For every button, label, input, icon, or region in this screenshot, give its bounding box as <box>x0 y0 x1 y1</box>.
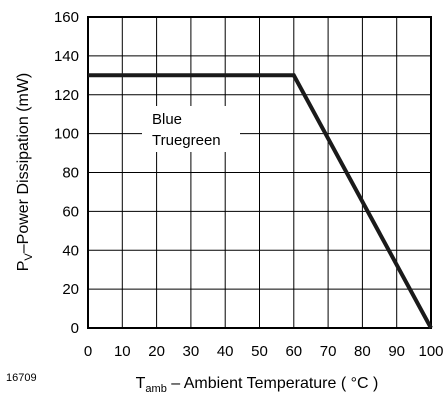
plot-frame <box>87 16 432 329</box>
x-tick-label: 0 <box>84 343 92 360</box>
x-tick-label: 70 <box>320 343 337 360</box>
x-tick-label: 10 <box>114 343 131 360</box>
figure-id: 16709 <box>6 372 37 384</box>
x-tick-label: 60 <box>285 343 302 360</box>
y-tick-label: 0 <box>71 320 79 337</box>
x-tick-label: 80 <box>354 343 371 360</box>
y-tick-label: 140 <box>54 48 79 65</box>
y-tick-label: 120 <box>54 87 79 104</box>
grid <box>88 17 431 328</box>
x-tick-label: 100 <box>418 343 443 360</box>
y-tick-label: 100 <box>54 126 79 143</box>
x-axis-label-rest: – Ambient Temperature ( °C ) <box>167 375 379 392</box>
y-axis-label-rest: –Power Dissipation (mW) <box>15 73 32 253</box>
x-axis-label: Tamb – Ambient Temperature ( °C ) <box>136 375 379 395</box>
series-label-line-2: Truegreen <box>152 132 221 149</box>
x-tick-labels: 0 10 20 30 40 50 60 70 80 90 100 <box>84 343 444 360</box>
series-group <box>87 73 433 329</box>
y-tick-label: 60 <box>62 203 79 220</box>
y-tick-label: 160 <box>54 9 79 26</box>
y-tick-label: 80 <box>62 165 79 182</box>
x-tick-label: 50 <box>251 343 268 360</box>
x-tick-label: 20 <box>148 343 165 360</box>
y-axis-label-sub: V <box>23 253 35 261</box>
series-label-line-1: Blue <box>152 111 182 128</box>
x-axis-label-sub: amb <box>145 383 166 395</box>
y-tick-label: 40 <box>62 242 79 259</box>
x-tick-label: 30 <box>183 343 200 360</box>
x-tick-label: 90 <box>388 343 405 360</box>
x-axis-label-main: T <box>136 375 146 392</box>
series-label-background <box>142 106 240 152</box>
x-tick-label: 40 <box>217 343 234 360</box>
y-axis-label-main: P <box>15 261 32 272</box>
y-tick-labels: 0 20 40 60 80 100 120 140 160 <box>54 9 79 337</box>
y-tick-label: 20 <box>62 281 79 298</box>
y-axis-label: PV–Power Dissipation (mW) <box>15 73 35 272</box>
